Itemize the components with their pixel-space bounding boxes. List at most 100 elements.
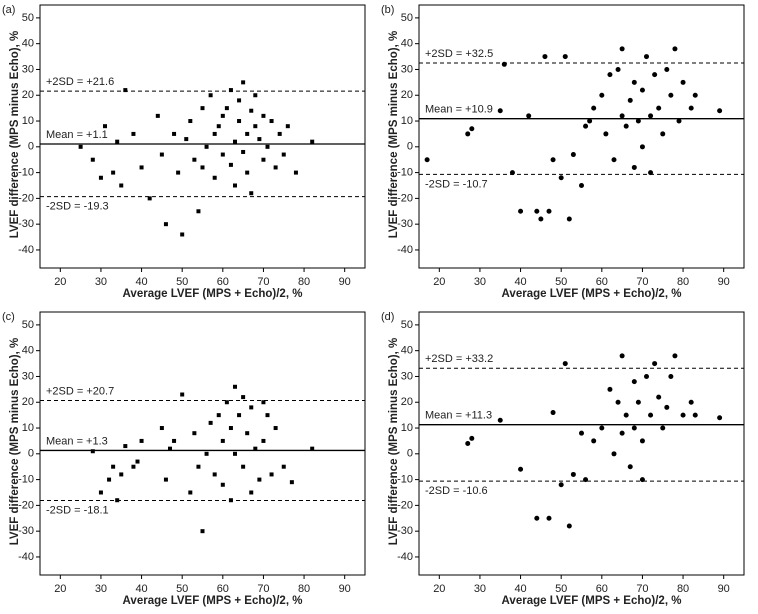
point (717, 108, 723, 114)
plot-frame (418, 311, 745, 576)
point (249, 490, 254, 495)
point (265, 144, 270, 149)
x-axis-label: Average LVEF (MPS + Echo)/2, % (123, 288, 303, 300)
point (216, 413, 221, 418)
point (285, 124, 290, 129)
x-tick-label: 90 (339, 583, 351, 595)
point (652, 361, 658, 367)
point (579, 430, 584, 436)
point (562, 361, 568, 367)
line-label: Mean = +1.3 (46, 435, 108, 447)
point (668, 373, 674, 379)
point (668, 92, 674, 98)
x-tick-label: 40 (135, 583, 147, 595)
y-tick-label: -40 (397, 244, 413, 256)
point (526, 113, 532, 119)
point (103, 124, 107, 129)
y-tick-label: 30 (22, 63, 34, 75)
point (241, 149, 246, 154)
panel: (b) 20 30 40 50 60 70 80 90 -40 -30 -20 -10 0 10 20 30 40… (381, 4, 745, 300)
line-label: -2SD = -18.1 (46, 504, 109, 516)
point (518, 208, 524, 214)
point (607, 386, 613, 392)
point (119, 183, 124, 188)
x-tick-label: 50 (555, 583, 567, 595)
point (139, 438, 144, 443)
point (163, 477, 168, 482)
point (200, 529, 205, 534)
x-tick-label: 20 (433, 583, 445, 595)
point (155, 113, 160, 118)
point (680, 412, 686, 418)
point (220, 113, 225, 118)
x-tick-label: 40 (514, 583, 526, 595)
point (249, 405, 254, 410)
point (648, 170, 654, 176)
point (196, 464, 201, 469)
point (224, 400, 229, 405)
y-tick-label: 40 (22, 345, 34, 357)
x-tick-label: 60 (596, 583, 608, 595)
point (611, 157, 617, 163)
y-tick-label: 0 (407, 141, 413, 153)
y-tick-label: -30 (397, 525, 413, 537)
point (200, 106, 205, 111)
plot-frame (39, 4, 366, 269)
x-tick-label: 80 (677, 276, 689, 288)
point (281, 464, 286, 469)
point (566, 523, 572, 529)
point (196, 209, 201, 214)
point (90, 157, 95, 162)
plot-frame (418, 4, 745, 269)
point (228, 88, 233, 93)
y-tick-label: 10 (22, 115, 34, 127)
point (241, 80, 246, 85)
point (172, 131, 177, 136)
x-tick-label: 70 (636, 583, 648, 595)
point (688, 399, 694, 405)
point (717, 415, 723, 421)
point (273, 165, 278, 170)
point (123, 444, 128, 449)
point (619, 46, 625, 52)
point (546, 515, 552, 521)
point (550, 157, 556, 163)
point (245, 431, 250, 436)
point (98, 490, 103, 495)
point (212, 131, 217, 136)
point (233, 183, 237, 188)
x-tick-label: 60 (217, 276, 229, 288)
plot-frame (39, 311, 366, 576)
point (692, 412, 698, 418)
point (664, 66, 670, 72)
x-tick-label: 80 (298, 583, 310, 595)
point (111, 464, 116, 469)
y-tick-label: 30 (22, 370, 34, 382)
x-tick-label: 70 (257, 276, 269, 288)
x-tick-label: 30 (95, 276, 107, 288)
panel: (a) 20 30 40 50 60 70 80 90 -40 -30 -20 -10 0 10 20 30 40… (2, 4, 366, 300)
point (619, 430, 625, 436)
point (233, 451, 237, 456)
x-tick-label: 90 (718, 276, 730, 288)
point (631, 379, 637, 385)
y-axis-label: LVEF difference (MPS minus Echo), % (388, 31, 400, 238)
point (558, 482, 564, 488)
x-tick-label: 50 (555, 276, 567, 288)
point (228, 162, 233, 167)
point (566, 216, 572, 222)
point (115, 139, 120, 144)
point (692, 92, 698, 98)
y-tick-label: -10 (18, 167, 34, 179)
panel: (d) 20 30 40 50 60 70 80 90 -40 -30 -20 -10 0 10 20 30 40… (381, 311, 745, 607)
point (172, 438, 177, 443)
point (159, 426, 164, 431)
point (281, 152, 286, 157)
point (233, 384, 237, 389)
point (237, 413, 242, 418)
y-tick-label: 0 (28, 141, 34, 153)
point (184, 137, 189, 142)
point (192, 431, 197, 436)
y-tick-label: -20 (397, 192, 413, 204)
point (570, 152, 576, 158)
